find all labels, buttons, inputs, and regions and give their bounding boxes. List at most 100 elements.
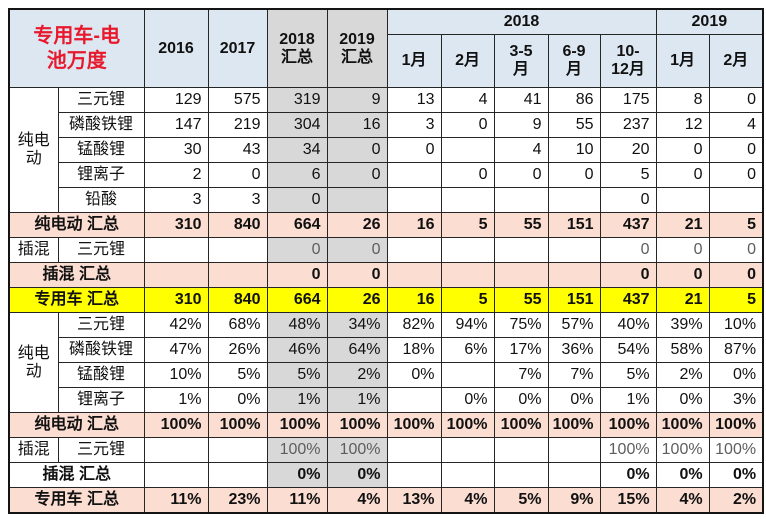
cell: 26 [326, 212, 388, 238]
row-label: 铅酸 [57, 187, 145, 213]
month-header: 10- 12月 [599, 34, 657, 88]
cell: 10% [143, 362, 209, 388]
year-group-header: 2019 [655, 8, 764, 35]
table-row: 锂离子 2 0 6 0 0 0 0 5 0 0 [9, 162, 764, 188]
cell: 2% [326, 362, 388, 388]
cell: 4 [708, 112, 764, 138]
table-row: 纯电动 三元锂 129 575 319 9 13 4 41 86 175 8 0 [8, 87, 764, 213]
row-label: 磷酸铁锂 [57, 112, 145, 138]
table-header: 专用车-电 池万度 2016 2017 2018 汇总 2019 汇总 2018 2019 1… [8, 8, 764, 88]
table-title: 专用车-电 池万度 [8, 8, 145, 88]
table-row: 磷酸铁锂 47% 26% 46% 64% 18% 6% 17% 36% 54% 58% 87% [9, 337, 764, 363]
cell [143, 237, 209, 263]
cell: 9 [326, 87, 388, 113]
cell: 64% [326, 337, 388, 363]
cell: 0 [708, 262, 764, 288]
cell [386, 162, 442, 188]
cell [386, 187, 442, 213]
cell: 100% [143, 412, 209, 438]
table-row: 专用车 汇总 11% 23% 11% 4% 13% 4% 5% 9% 15% 4% 2% [8, 487, 764, 513]
row-label: 锂离子 [57, 387, 145, 413]
cell: 4% [440, 487, 495, 513]
cell [655, 187, 710, 213]
cell: 0% [708, 362, 764, 388]
month-header: 2月 [708, 34, 764, 88]
cell: 151 [547, 287, 601, 313]
cell: 2% [708, 487, 764, 513]
cell: 5 [599, 162, 657, 188]
cell: 5 [440, 287, 495, 313]
cell: 2% [655, 362, 710, 388]
cell: 12 [655, 112, 710, 138]
group-label: 纯电动 [8, 87, 59, 213]
column-header: 2016 [143, 8, 209, 88]
cell: 94% [440, 312, 495, 338]
month-header: 1月 [655, 34, 710, 88]
cell: 0 [655, 162, 710, 188]
cell: 0 [266, 187, 328, 213]
cell: 310 [143, 287, 209, 313]
cell: 100% [708, 412, 764, 438]
cell: 100% [266, 437, 328, 463]
year-group-header: 2018 [386, 8, 657, 35]
summary-label: 插混 汇总 [8, 262, 145, 288]
cell: 3 [207, 187, 268, 213]
cell: 16 [326, 112, 388, 138]
cell: 39% [655, 312, 710, 338]
cell: 75% [493, 312, 549, 338]
table-row: 锰酸锂 30 43 34 0 0 4 10 20 0 0 [9, 137, 764, 163]
cell: 437 [599, 212, 657, 238]
cell [207, 462, 268, 488]
cell: 0 [708, 162, 764, 188]
cell: 0 [599, 262, 657, 288]
cell: 5% [266, 362, 328, 388]
cell: 0 [207, 162, 268, 188]
cell: 82% [386, 312, 442, 338]
summary-label: 插混 汇总 [8, 462, 145, 488]
cell: 16 [386, 212, 442, 238]
cell: 6 [266, 162, 328, 188]
cell: 0% [207, 387, 268, 413]
cell: 5 [440, 212, 495, 238]
cell: 0 [266, 237, 328, 263]
cell [143, 462, 209, 488]
cell: 664 [266, 212, 328, 238]
header-row-months: 1月 2月 3-5 月 6-9 月 10- 12月 1月 2月 [9, 34, 764, 88]
cell: 30 [143, 137, 209, 163]
cell: 7% [547, 362, 601, 388]
cell: 0% [655, 462, 710, 488]
cell: 0 [266, 262, 328, 288]
cell: 100% [708, 437, 764, 463]
cell: 0% [386, 362, 442, 388]
table-row: 专用车 汇总 310 840 664 26 16 5 55 151 437 21 5 [8, 287, 764, 313]
cell: 57% [547, 312, 601, 338]
cell: 1% [143, 387, 209, 413]
cell: 0 [386, 137, 442, 163]
cell: 100% [599, 412, 657, 438]
cell: 840 [207, 212, 268, 238]
cell: 10 [547, 137, 601, 163]
cell: 54% [599, 337, 657, 363]
table-row: 磷酸铁锂 147 219 304 16 3 0 9 55 237 12 4 [9, 112, 764, 138]
cell: 58% [655, 337, 710, 363]
cell: 664 [266, 287, 328, 313]
cell [386, 387, 442, 413]
cell: 100% [386, 412, 442, 438]
cell [143, 437, 209, 463]
cell: 3 [386, 112, 442, 138]
table-body: 纯电动 三元锂 129 575 319 9 13 4 41 86 175 8 0 磷酸铁锂 147 219 30… [8, 87, 764, 513]
cell [440, 462, 495, 488]
row-label: 三元锂 [57, 237, 145, 263]
cell: 23% [207, 487, 268, 513]
month-header: 2月 [440, 34, 495, 88]
cell: 10% [708, 312, 764, 338]
row-label: 锂离子 [57, 162, 145, 188]
cell: 42% [143, 312, 209, 338]
cell: 21 [655, 212, 710, 238]
table-row: 插混 汇总 0 0 0 0 0 [8, 262, 764, 288]
cell: 100% [326, 437, 388, 463]
cell: 9 [493, 112, 549, 138]
cell: 175 [599, 87, 657, 113]
cell: 18% [386, 337, 442, 363]
